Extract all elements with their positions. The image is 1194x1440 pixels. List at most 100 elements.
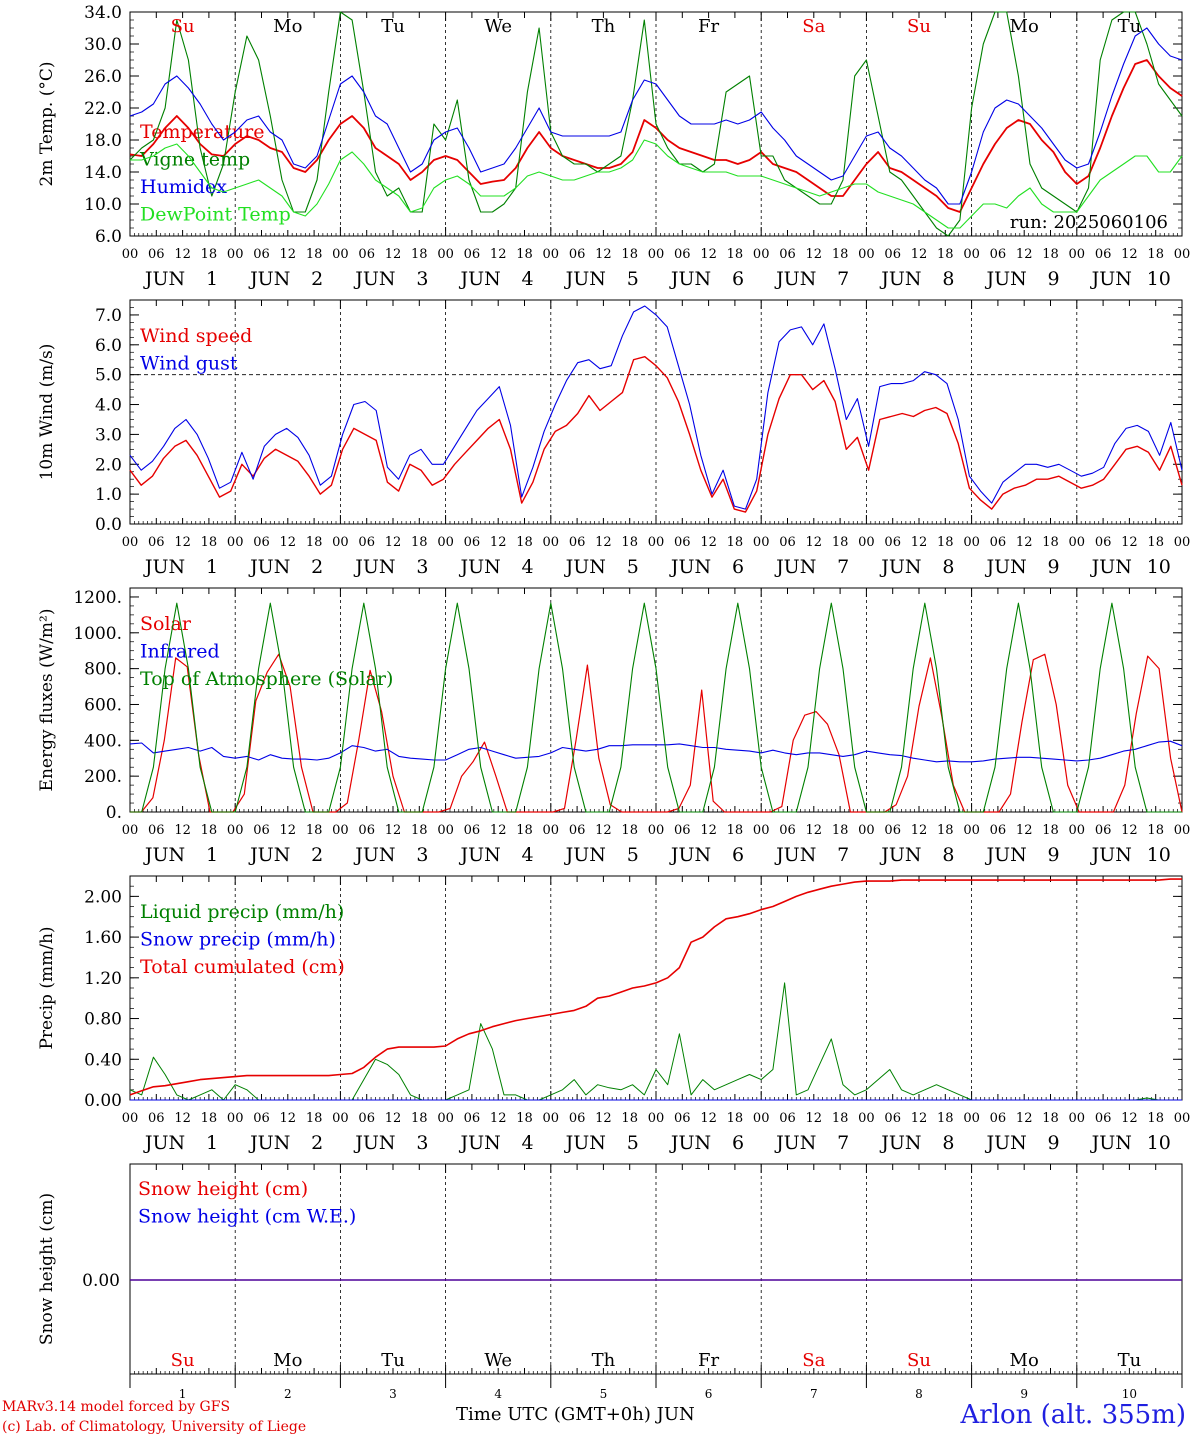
hour-label: 00 <box>858 823 875 838</box>
hour-label: 00 <box>753 247 770 262</box>
date-month-label: JUN <box>879 1132 921 1154</box>
hour-label: 00 <box>332 247 349 262</box>
weekday-label: Sa <box>802 16 825 37</box>
weekday-label: Mo <box>1010 16 1039 37</box>
legend-entry: Snow height (cm W.E.) <box>138 1206 356 1228</box>
date-day-label: 2 <box>311 1132 323 1154</box>
hour-label: 00 <box>963 247 980 262</box>
hour-label: 00 <box>437 823 454 838</box>
series-line-dewpoint-temp <box>130 139 1183 229</box>
hour-label: 18 <box>411 247 428 262</box>
hour-label: 18 <box>937 1111 954 1126</box>
date-month-label: JUN <box>458 1132 500 1154</box>
hour-label: 12 <box>806 1111 823 1126</box>
date-day-label: 1 <box>206 556 218 578</box>
weekday-label: Tu <box>1118 1350 1142 1371</box>
hour-label: 00 <box>963 535 980 550</box>
y-tick-label: 1.0 <box>95 485 122 505</box>
hour-label: 00 <box>753 823 770 838</box>
date-month-label: JUN <box>248 268 290 290</box>
hour-label: 12 <box>1121 823 1138 838</box>
y-axis-label: 2m Temp. (°C) <box>37 61 57 186</box>
hour-label: 06 <box>569 247 586 262</box>
hour-label: 06 <box>464 535 481 550</box>
hour-label: 06 <box>674 535 691 550</box>
series-line-wind-speed <box>129 356 1183 513</box>
date-month-label: JUN <box>669 268 711 290</box>
hour-label: 18 <box>1147 823 1164 838</box>
date-day-label: 7 <box>837 556 849 578</box>
date-day-label: 6 <box>732 556 744 578</box>
y-tick-label: 200. <box>84 767 122 787</box>
date-month-label: JUN <box>1090 1132 1132 1154</box>
hour-label: 18 <box>201 535 218 550</box>
hour-label: 00 <box>437 1111 454 1126</box>
day-number-label: 3 <box>389 1387 397 1401</box>
hour-label: 00 <box>437 247 454 262</box>
date-day-label: 4 <box>522 844 534 866</box>
weekday-label: Su <box>171 16 195 37</box>
y-tick-label: 3.0 <box>95 425 122 445</box>
y-tick-label: 26.0 <box>84 67 122 87</box>
hour-label: 12 <box>806 247 823 262</box>
hour-label: 00 <box>543 1111 560 1126</box>
hour-label: 00 <box>332 535 349 550</box>
date-month-label: JUN <box>353 1132 395 1154</box>
hour-label: 00 <box>1069 1111 1086 1126</box>
panel-3: 0. 200. 400. 600. 800. 1000. 1200. Energy fluxe… <box>37 587 1190 866</box>
y-tick-label: 600. <box>84 695 122 715</box>
hour-label: 00 <box>227 535 244 550</box>
hour-label: 06 <box>1095 1111 1112 1126</box>
date-month-label: JUN <box>564 268 606 290</box>
hour-label: 00 <box>437 535 454 550</box>
hour-label: 12 <box>1121 535 1138 550</box>
hour-label: 18 <box>516 247 533 262</box>
date-day-label: 1 <box>206 268 218 290</box>
legend-entry: Total cumulated (cm) <box>140 956 345 978</box>
hour-label: 06 <box>148 535 165 550</box>
hour-label: 12 <box>490 247 507 262</box>
hour-label: 18 <box>832 535 849 550</box>
hour-label: 18 <box>727 823 744 838</box>
weekday-label: Th <box>592 1350 616 1371</box>
weekday-label: Su <box>171 1350 195 1371</box>
hour-label: 00 <box>1069 247 1086 262</box>
date-month-label: JUN <box>564 844 606 866</box>
date-day-label: 6 <box>732 1132 744 1154</box>
hour-label: 18 <box>411 1111 428 1126</box>
hour-label: 18 <box>832 247 849 262</box>
hour-label: 12 <box>490 1111 507 1126</box>
hour-label: 18 <box>621 1111 638 1126</box>
y-tick-label: 34.0 <box>84 3 122 23</box>
hour-label: 00 <box>543 247 560 262</box>
y-tick-label: 4.0 <box>95 396 122 416</box>
hour-label: 18 <box>516 535 533 550</box>
date-day-label: 7 <box>837 268 849 290</box>
date-month-label: JUN <box>353 844 395 866</box>
hour-label: 06 <box>1095 535 1112 550</box>
hour-label: 06 <box>990 823 1007 838</box>
hour-label: 12 <box>806 535 823 550</box>
x-axis-title-text: Time UTC (GMT+0h) <box>456 1404 651 1425</box>
y-axis-label: Energy fluxes (W/m²) <box>37 609 57 792</box>
x-axis-month: JUN <box>656 1404 695 1425</box>
y-tick-label: 10.0 <box>84 195 122 215</box>
hour-label: 12 <box>911 823 928 838</box>
hour-label: 12 <box>280 247 297 262</box>
hour-label: 06 <box>1095 823 1112 838</box>
hour-label: 18 <box>832 1111 849 1126</box>
hour-label: 18 <box>1042 535 1059 550</box>
hour-label: 12 <box>174 823 191 838</box>
series-line-humidex <box>129 27 1183 205</box>
panel-frame <box>129 587 1183 813</box>
hour-label: 18 <box>306 823 323 838</box>
hour-label: 12 <box>1016 535 1033 550</box>
y-tick-label: 22.0 <box>84 99 122 119</box>
hour-label: 12 <box>806 823 823 838</box>
date-month-label: JUN <box>774 556 816 578</box>
hour-label: 12 <box>280 1111 297 1126</box>
day-number-label: 9 <box>1020 1387 1028 1401</box>
hour-label: 00 <box>543 823 560 838</box>
date-month-label: JUN <box>1090 556 1132 578</box>
hour-label: 12 <box>174 1111 191 1126</box>
